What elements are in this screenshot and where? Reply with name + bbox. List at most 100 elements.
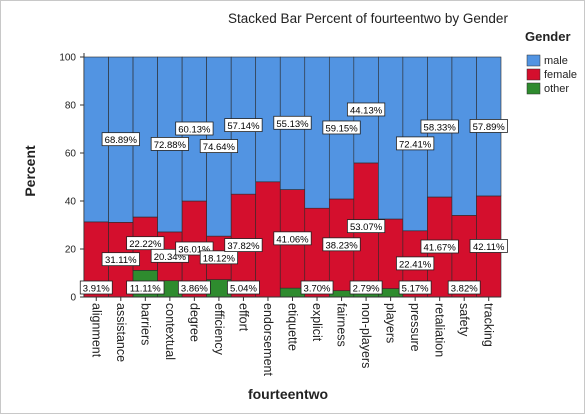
x-tick-label: alignment xyxy=(89,303,103,358)
data-label-box xyxy=(346,102,386,117)
data-label: 60.13% xyxy=(178,125,211,136)
data-label: 2.79% xyxy=(353,284,380,295)
data-label: 11.11% xyxy=(130,284,161,295)
x-tick-label: tracking xyxy=(482,303,496,347)
y-tick-label: 100 xyxy=(59,53,76,64)
x-tick-label: retaliation xyxy=(433,303,447,357)
legend-swatch-other xyxy=(526,82,541,95)
legend-label-male: male xyxy=(544,55,568,67)
y-axis-title: Percent xyxy=(22,145,38,197)
data-label: 57.14% xyxy=(227,121,260,132)
y-tick-label: 0 xyxy=(70,293,76,304)
data-label-box xyxy=(227,280,260,295)
data-label: 59.15% xyxy=(325,123,358,134)
data-label-box xyxy=(101,252,140,267)
data-label: 58.33% xyxy=(424,122,457,133)
data-label: 5.04% xyxy=(230,284,257,295)
y-axis: 0 20 40 60 80 100 xyxy=(59,53,85,304)
data-label: 20.34% xyxy=(154,252,187,263)
x-tick-label: fairness xyxy=(335,303,349,347)
data-label-box xyxy=(398,280,432,295)
y-tick-label: 60 xyxy=(65,149,77,160)
data-label-box xyxy=(126,280,165,295)
data-label: 57.89% xyxy=(473,122,506,133)
data-label: 68.89% xyxy=(105,135,138,146)
data-label-box xyxy=(469,239,508,253)
x-tick-label: degree xyxy=(187,303,201,342)
data-label: 5.17% xyxy=(402,284,429,295)
data-label: 72.88% xyxy=(154,140,187,151)
x-axis: alignment assistance barriers contextual deg… xyxy=(84,296,501,376)
data-label-box xyxy=(469,119,508,133)
x-tick-label: contextual xyxy=(163,303,177,360)
bar-segment-male xyxy=(451,56,477,216)
data-label-box xyxy=(126,236,165,251)
x-tick-label: pressure xyxy=(408,303,422,352)
data-label-box xyxy=(101,132,140,147)
data-label-box xyxy=(177,280,211,295)
data-label: 55.13% xyxy=(276,119,309,130)
data-label-box xyxy=(150,137,189,151)
data-label-box xyxy=(322,120,361,135)
data-label: 42.11% xyxy=(473,242,505,253)
data-label: 3.70% xyxy=(304,284,331,295)
data-label: 53.07% xyxy=(350,222,383,233)
x-tick-label: barriers xyxy=(138,303,152,345)
data-label-box xyxy=(447,280,481,295)
legend-label-other: other xyxy=(544,83,569,95)
data-label-box xyxy=(79,280,113,295)
data-label: 3.91% xyxy=(83,284,110,295)
data-label: 31.11% xyxy=(105,255,137,266)
legend-swatch-female xyxy=(526,68,541,81)
data-label-box xyxy=(420,119,459,134)
data-labels-group: 3.91% 31.11% 68.89% 11.11% 22.22% 20.34% 72.88… xyxy=(79,102,508,295)
data-label: 3.82% xyxy=(451,284,478,295)
data-label-box xyxy=(396,256,435,271)
data-label-box xyxy=(349,280,383,295)
x-tick-label: safety xyxy=(457,303,471,337)
data-label-box xyxy=(322,237,361,252)
x-tick-label: efficiency xyxy=(212,303,226,356)
x-axis-title: fourteentwo xyxy=(248,386,328,402)
data-label: 22.22% xyxy=(129,239,162,250)
data-label-box xyxy=(420,239,459,254)
data-label: 18.12% xyxy=(203,253,236,264)
data-label-box xyxy=(199,139,239,153)
data-label: 36.01% xyxy=(178,245,211,256)
data-label: 22.41% xyxy=(399,259,432,270)
legend-swatch-male xyxy=(526,54,541,67)
data-label-box xyxy=(199,250,239,265)
data-label-box xyxy=(224,118,263,132)
x-tick-label: endorsement xyxy=(261,303,275,376)
data-label-box xyxy=(396,136,435,151)
x-tick-label: non-players xyxy=(359,303,373,368)
y-tick-label: 40 xyxy=(65,197,77,208)
data-label: 3.86% xyxy=(181,284,208,295)
bars-group xyxy=(83,56,502,298)
x-tick-label: effort xyxy=(236,303,250,332)
data-label-box xyxy=(273,231,312,246)
data-label-box xyxy=(300,280,334,295)
data-label-box xyxy=(175,121,214,136)
data-label-box xyxy=(224,238,263,252)
data-label: 74.64% xyxy=(203,142,236,153)
legend-label-female: female xyxy=(544,69,577,81)
data-label: 41.06% xyxy=(276,234,309,245)
y-tick-label: 80 xyxy=(65,101,77,112)
chart-title: Stacked Bar Percent of fourteentwo by Ge… xyxy=(228,11,508,26)
y-tick-label: 20 xyxy=(65,245,77,256)
data-label-box xyxy=(346,219,386,234)
data-label-box xyxy=(273,115,312,130)
data-label: 41.67% xyxy=(424,242,457,253)
data-label: 44.13% xyxy=(350,105,383,116)
legend: Gender male female other xyxy=(525,29,577,95)
data-label: 72.41% xyxy=(399,139,432,150)
x-tick-label: assistance xyxy=(114,303,128,362)
data-label: 38.23% xyxy=(325,240,358,251)
x-tick-label: explicit xyxy=(310,303,324,342)
x-tick-label: etiquette xyxy=(286,303,300,351)
x-tick-label: players xyxy=(384,303,398,343)
data-label: 37.82% xyxy=(227,241,260,252)
